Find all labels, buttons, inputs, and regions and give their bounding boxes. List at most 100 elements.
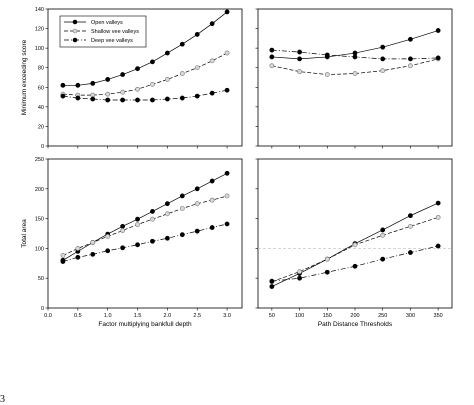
- data-point: [120, 245, 126, 251]
- data-point: [75, 95, 81, 101]
- data-point: [194, 201, 200, 207]
- plot-frame: [47, 158, 243, 309]
- x-axis-label: Factor multiplying bankfull depth: [98, 321, 192, 328]
- data-point: [408, 250, 413, 255]
- data-point: [60, 82, 66, 88]
- data-point: [435, 215, 441, 220]
- data-point: [324, 72, 330, 77]
- x-tick-label: 100: [295, 313, 304, 319]
- y-tick-label: 60: [38, 85, 44, 91]
- data-point: [179, 206, 185, 211]
- data-point: [60, 93, 66, 99]
- y-axis-label: Minimum exceeding score: [21, 39, 28, 115]
- x-tick-label: 1.5: [134, 313, 142, 319]
- data-point: [120, 228, 126, 233]
- data-point: [269, 54, 275, 60]
- chart-panel-top-right: [255, 8, 453, 149]
- data-point: [120, 223, 126, 229]
- y-axis-label: Total area: [21, 219, 28, 248]
- y-tick-label: 150: [35, 217, 44, 223]
- y-tick-label: 80: [38, 66, 44, 72]
- data-point: [224, 221, 230, 227]
- data-point: [105, 91, 111, 97]
- data-point: [380, 256, 386, 262]
- data-point: [105, 97, 111, 103]
- data-point: [179, 232, 185, 238]
- series-line-0: [62, 11, 228, 86]
- legend-entry: Open valleys: [91, 20, 123, 26]
- data-point: [435, 200, 441, 206]
- data-point: [297, 49, 302, 55]
- y-tick-label: 0: [41, 144, 44, 150]
- x-tick-label: 150: [323, 313, 332, 319]
- data-point: [269, 284, 275, 289]
- data-point: [380, 56, 386, 62]
- x-tick-label: 2.5: [193, 313, 201, 319]
- data-point: [150, 238, 155, 244]
- data-point: [120, 72, 126, 77]
- data-point: [60, 259, 66, 264]
- data-point: [194, 228, 200, 234]
- data-point: [224, 170, 230, 176]
- x-tick-label: 50: [269, 313, 275, 319]
- data-point: [269, 63, 275, 69]
- series-line-1: [271, 217, 439, 283]
- data-point: [352, 54, 358, 60]
- data-point: [352, 263, 358, 269]
- series-line-1: [62, 52, 228, 96]
- chart-panel-bottom-left: 0.0 0.5 1.0 1.5 2.0 2.5 3.0 0 50 100 150 200 250 Fact…: [21, 157, 243, 328]
- x-tick-label: 250: [378, 313, 387, 319]
- data-point: [209, 178, 215, 184]
- data-point: [75, 82, 81, 88]
- x-tick-label: 0.5: [74, 313, 82, 319]
- x-axis-label: Path Distance Thresholds: [318, 321, 393, 328]
- plot-frame: [47, 8, 243, 147]
- data-point: [435, 28, 441, 33]
- data-point: [408, 223, 413, 229]
- data-point: [90, 251, 96, 257]
- data-point: [179, 193, 185, 199]
- data-point: [352, 242, 358, 248]
- data-point: [105, 77, 111, 82]
- data-point: [380, 232, 386, 238]
- data-point: [380, 227, 386, 233]
- x-tick-label: 0.0: [44, 313, 52, 319]
- data-point: [164, 201, 170, 207]
- data-point: [224, 87, 230, 93]
- data-point: [209, 225, 215, 230]
- series-line-0: [62, 172, 228, 261]
- data-point: [324, 256, 330, 262]
- data-point: [408, 36, 413, 42]
- series-line-2: [62, 223, 228, 262]
- data-point: [120, 89, 126, 95]
- data-point: [105, 234, 111, 239]
- data-point: [164, 235, 170, 241]
- data-point: [408, 63, 413, 69]
- data-point: [150, 216, 155, 222]
- data-point: [179, 71, 185, 76]
- data-point: [150, 97, 155, 103]
- legend-entry: Deep vee valleys: [91, 38, 133, 44]
- data-point: [209, 90, 215, 96]
- data-point: [150, 81, 155, 87]
- data-point: [435, 243, 441, 249]
- page-number: 3: [0, 394, 5, 405]
- data-point: [135, 222, 140, 227]
- plot-frame: [257, 158, 453, 309]
- data-point: [269, 278, 275, 284]
- data-point: [408, 56, 413, 62]
- data-point: [324, 52, 330, 58]
- data-point: [90, 92, 96, 98]
- data-point: [135, 86, 140, 92]
- data-point: [164, 96, 170, 102]
- series-line-2: [62, 89, 228, 101]
- data-point: [224, 193, 230, 199]
- y-tick-label: 0: [41, 306, 44, 312]
- data-point: [408, 213, 413, 219]
- plot-frame: [257, 8, 453, 147]
- chart-panel-top-left: 0 20 40 60 80 100 120 140 Minimum exceeding scor…: [21, 7, 243, 150]
- data-point: [75, 245, 81, 251]
- data-point: [164, 211, 170, 217]
- data-point: [194, 93, 200, 99]
- chart-panel-bottom-right: 50 100 150 200 250 300 350 Path Distance Thresh…: [255, 158, 453, 328]
